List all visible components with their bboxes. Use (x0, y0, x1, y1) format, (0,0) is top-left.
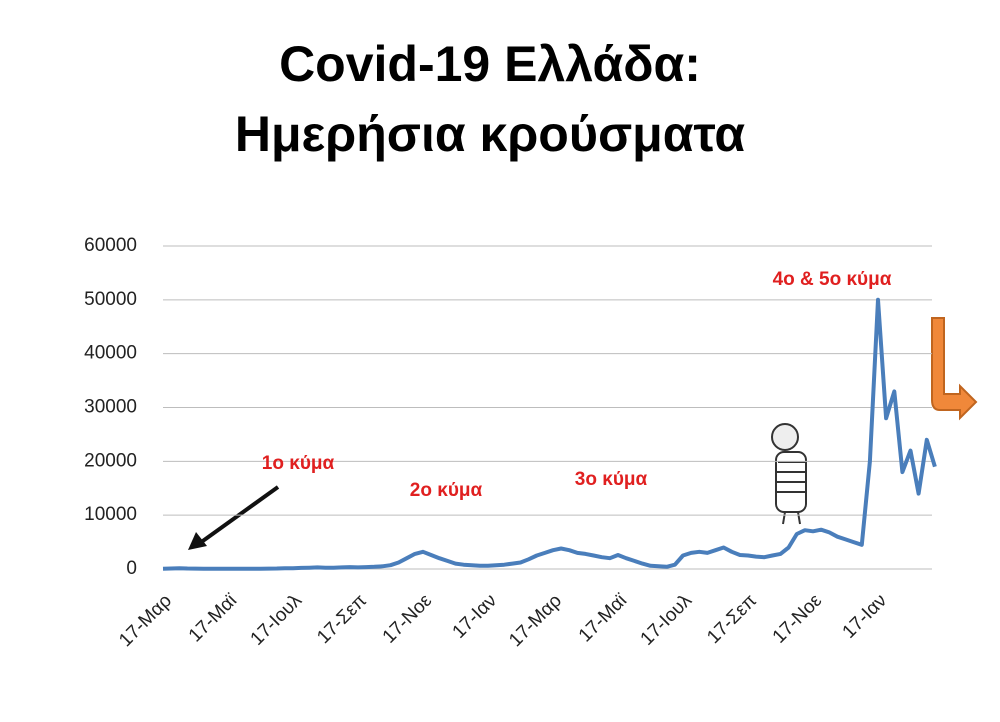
man-figure (771, 423, 807, 525)
orange-arrow (931, 317, 978, 421)
annotation: 3ο κύμα (575, 469, 648, 490)
x-tick-label: 17-Ιαν (449, 590, 501, 642)
annotation: 1ο κύμα (262, 453, 335, 474)
arrow (188, 485, 280, 550)
y-tick-label: 30000 (84, 397, 137, 418)
annotation: 4ο & 5ο κύμα (773, 269, 892, 290)
x-tick-label: 17-Νοε (379, 590, 437, 648)
x-tick-label: 17-Ιουλ (637, 590, 697, 650)
x-tick-label: 17-Ιαν (839, 590, 891, 642)
x-tick-label: 17-Σεπ (313, 590, 371, 648)
x-tick-label: 17-Σεπ (703, 590, 761, 648)
x-tick-label: 17-Μαρ (115, 590, 176, 651)
y-tick-label: 0 (126, 558, 137, 579)
data-line (162, 297, 937, 571)
annotation: 2ο κύμα (410, 480, 483, 501)
y-tick-label: 60000 (84, 235, 137, 256)
x-tick-label: 17-Μαϊ (575, 590, 632, 647)
chart-title: Covid-19 Ελλάδα: (279, 36, 701, 92)
x-tick-label: 17-Μαρ (505, 590, 566, 651)
chart-title: Ημερήσια κρούσματα (235, 106, 746, 162)
y-tick-label: 10000 (84, 504, 137, 525)
x-tick-label: 17-Νοε (769, 590, 827, 648)
y-tick-label: 20000 (84, 450, 137, 471)
x-tick-label: 17-Μαϊ (185, 590, 242, 647)
x-tick-label: 17-Ιουλ (247, 590, 307, 650)
y-tick-label: 50000 (84, 289, 137, 310)
y-tick-label: 40000 (84, 343, 137, 364)
